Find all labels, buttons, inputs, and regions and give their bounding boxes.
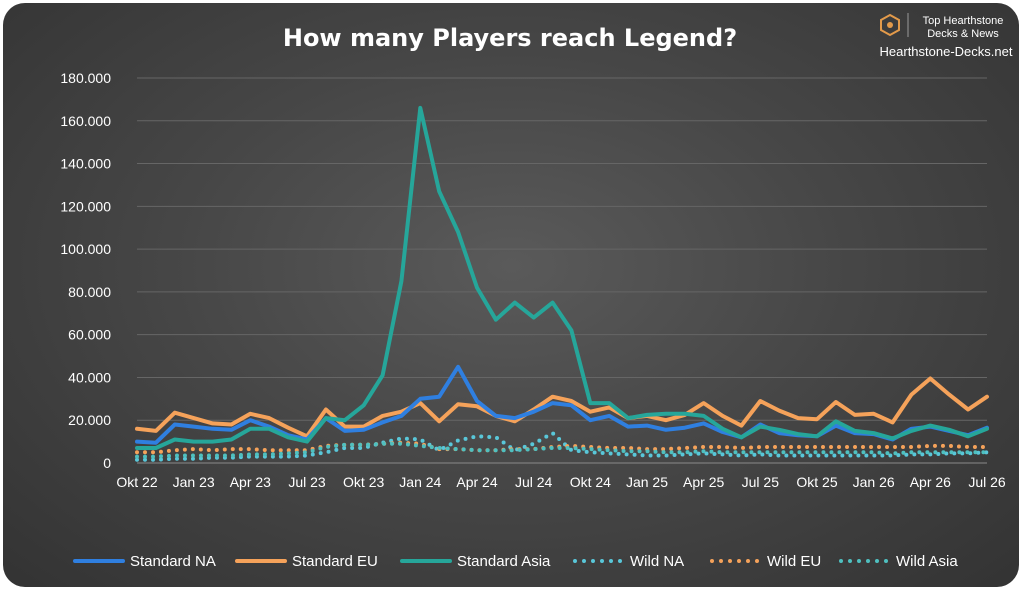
legend-label: Wild NA <box>630 553 684 570</box>
x-tick-label: Jul 24 <box>515 474 553 490</box>
y-tick-label: 80.000 <box>68 284 111 300</box>
x-tick-label: Jul 25 <box>742 474 780 490</box>
line-chart: How many Players reach Legend? Top Heart… <box>60 13 1013 570</box>
x-tick-label: Okt 22 <box>116 474 157 490</box>
x-tick-label: Apr 26 <box>910 474 951 490</box>
x-tick-label: Okt 24 <box>570 474 611 490</box>
legend: Standard NA Standard EU Standard Asia Wild … <box>73 553 958 570</box>
y-tick-label: 160.000 <box>60 113 111 129</box>
x-tick-label: Jan 26 <box>853 474 895 490</box>
x-tick-label: Jul 23 <box>288 474 326 490</box>
y-tick-label: 120.000 <box>60 198 111 214</box>
legend-label: Wild Asia <box>896 553 958 570</box>
brand-line-1: Top Hearthstone <box>923 15 1004 27</box>
x-axis: Okt 22 Jan 23 Apr 23 Jul 23 Okt 23 Jan 24 Apr … <box>116 474 1006 490</box>
legend-label: Standard Asia <box>457 553 551 570</box>
y-tick-label: 40.000 <box>68 369 111 385</box>
x-tick-label: Okt 23 <box>343 474 384 490</box>
logo-core-icon <box>887 22 893 28</box>
series-wild-eu <box>135 440 989 455</box>
gridlines <box>137 77 987 464</box>
brand-logo: Top Hearthstone Decks & News Hearthstone… <box>880 13 1013 59</box>
legend-label: Standard NA <box>130 553 216 570</box>
y-tick-label: 140.000 <box>60 156 111 172</box>
y-tick-label: 0 <box>103 455 111 471</box>
brand-line-2: Decks & News <box>927 28 999 40</box>
x-tick-label: Okt 25 <box>796 474 837 490</box>
x-tick-label: Jan 24 <box>399 474 441 490</box>
series-lines <box>135 105 989 462</box>
y-axis: 0 20.000 40.000 60.000 80.000 100.000 120.000 1… <box>60 70 111 471</box>
y-tick-label: 100.000 <box>60 241 111 257</box>
series-standard-asia <box>135 105 989 450</box>
x-tick-label: Jul 26 <box>968 474 1006 490</box>
x-tick-label: Apr 23 <box>230 474 271 490</box>
y-tick-label: 20.000 <box>68 412 111 428</box>
hexagon-logo-icon <box>880 13 900 37</box>
legend-label: Standard EU <box>292 553 378 570</box>
legend-label: Wild EU <box>767 553 821 570</box>
x-tick-label: Jan 23 <box>173 474 215 490</box>
chart-card: How many Players reach Legend? Top Heart… <box>3 3 1019 587</box>
y-tick-label: 180.000 <box>60 70 111 86</box>
brand-site: Hearthstone-Decks.net <box>880 44 1013 59</box>
x-tick-label: Apr 24 <box>456 474 497 490</box>
series-standard-eu <box>135 376 989 439</box>
x-tick-label: Jan 25 <box>626 474 668 490</box>
chart-title: How many Players reach Legend? <box>283 24 737 52</box>
x-tick-label: Apr 25 <box>683 474 724 490</box>
y-tick-label: 60.000 <box>68 327 111 343</box>
